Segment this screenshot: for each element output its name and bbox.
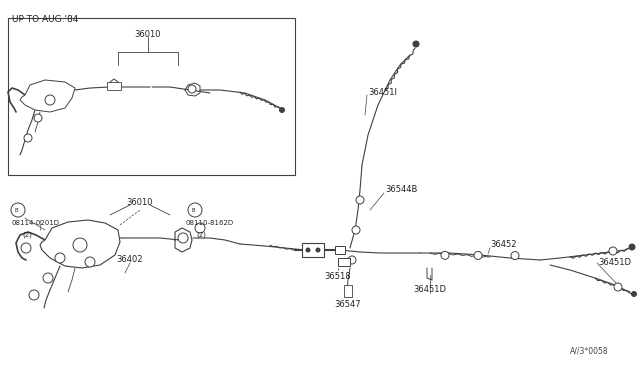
- Text: 08110-8162D: 08110-8162D: [186, 220, 234, 226]
- Circle shape: [85, 257, 95, 267]
- Circle shape: [511, 251, 519, 260]
- Circle shape: [195, 223, 205, 233]
- Text: B: B: [14, 208, 18, 212]
- Circle shape: [609, 247, 617, 255]
- Circle shape: [45, 95, 55, 105]
- Text: 36451D: 36451D: [598, 258, 631, 267]
- Text: 08114-0201D: 08114-0201D: [12, 220, 60, 226]
- Bar: [344, 285, 352, 297]
- Bar: [338, 258, 350, 266]
- Circle shape: [178, 233, 188, 243]
- Circle shape: [305, 247, 310, 253]
- Bar: [8, 18, 295, 175]
- Circle shape: [188, 203, 202, 217]
- Polygon shape: [40, 220, 120, 268]
- Text: 36452: 36452: [490, 240, 516, 249]
- Circle shape: [614, 283, 622, 291]
- Circle shape: [352, 226, 360, 234]
- Circle shape: [29, 290, 39, 300]
- Circle shape: [73, 238, 87, 252]
- Polygon shape: [20, 80, 75, 112]
- Text: 36518: 36518: [324, 272, 351, 281]
- Text: (2): (2): [22, 231, 32, 237]
- Circle shape: [279, 107, 285, 113]
- Bar: [335, 246, 345, 254]
- Text: A//3*0058: A//3*0058: [570, 346, 609, 355]
- Circle shape: [356, 196, 364, 204]
- Circle shape: [11, 203, 25, 217]
- Circle shape: [631, 291, 637, 297]
- Text: (2): (2): [196, 231, 206, 237]
- Text: 36451I: 36451I: [368, 88, 397, 97]
- Text: UP TO AUG.'84: UP TO AUG.'84: [12, 15, 78, 24]
- Text: B: B: [191, 208, 195, 212]
- Text: 36010: 36010: [127, 198, 153, 207]
- Circle shape: [413, 41, 419, 48]
- Text: 36402: 36402: [116, 255, 143, 264]
- Circle shape: [441, 251, 449, 259]
- Circle shape: [55, 253, 65, 263]
- Circle shape: [628, 244, 636, 250]
- Circle shape: [43, 273, 53, 283]
- Text: 36547: 36547: [335, 300, 362, 309]
- Bar: [302, 243, 324, 257]
- Circle shape: [316, 247, 321, 253]
- Text: 36010: 36010: [135, 30, 161, 39]
- Text: 36544B: 36544B: [385, 185, 417, 194]
- Circle shape: [24, 134, 32, 142]
- Circle shape: [21, 243, 31, 253]
- Circle shape: [188, 85, 196, 93]
- Circle shape: [348, 256, 356, 264]
- Bar: [107, 82, 121, 90]
- Circle shape: [474, 251, 482, 259]
- Circle shape: [34, 114, 42, 122]
- Text: 36451D: 36451D: [413, 285, 447, 294]
